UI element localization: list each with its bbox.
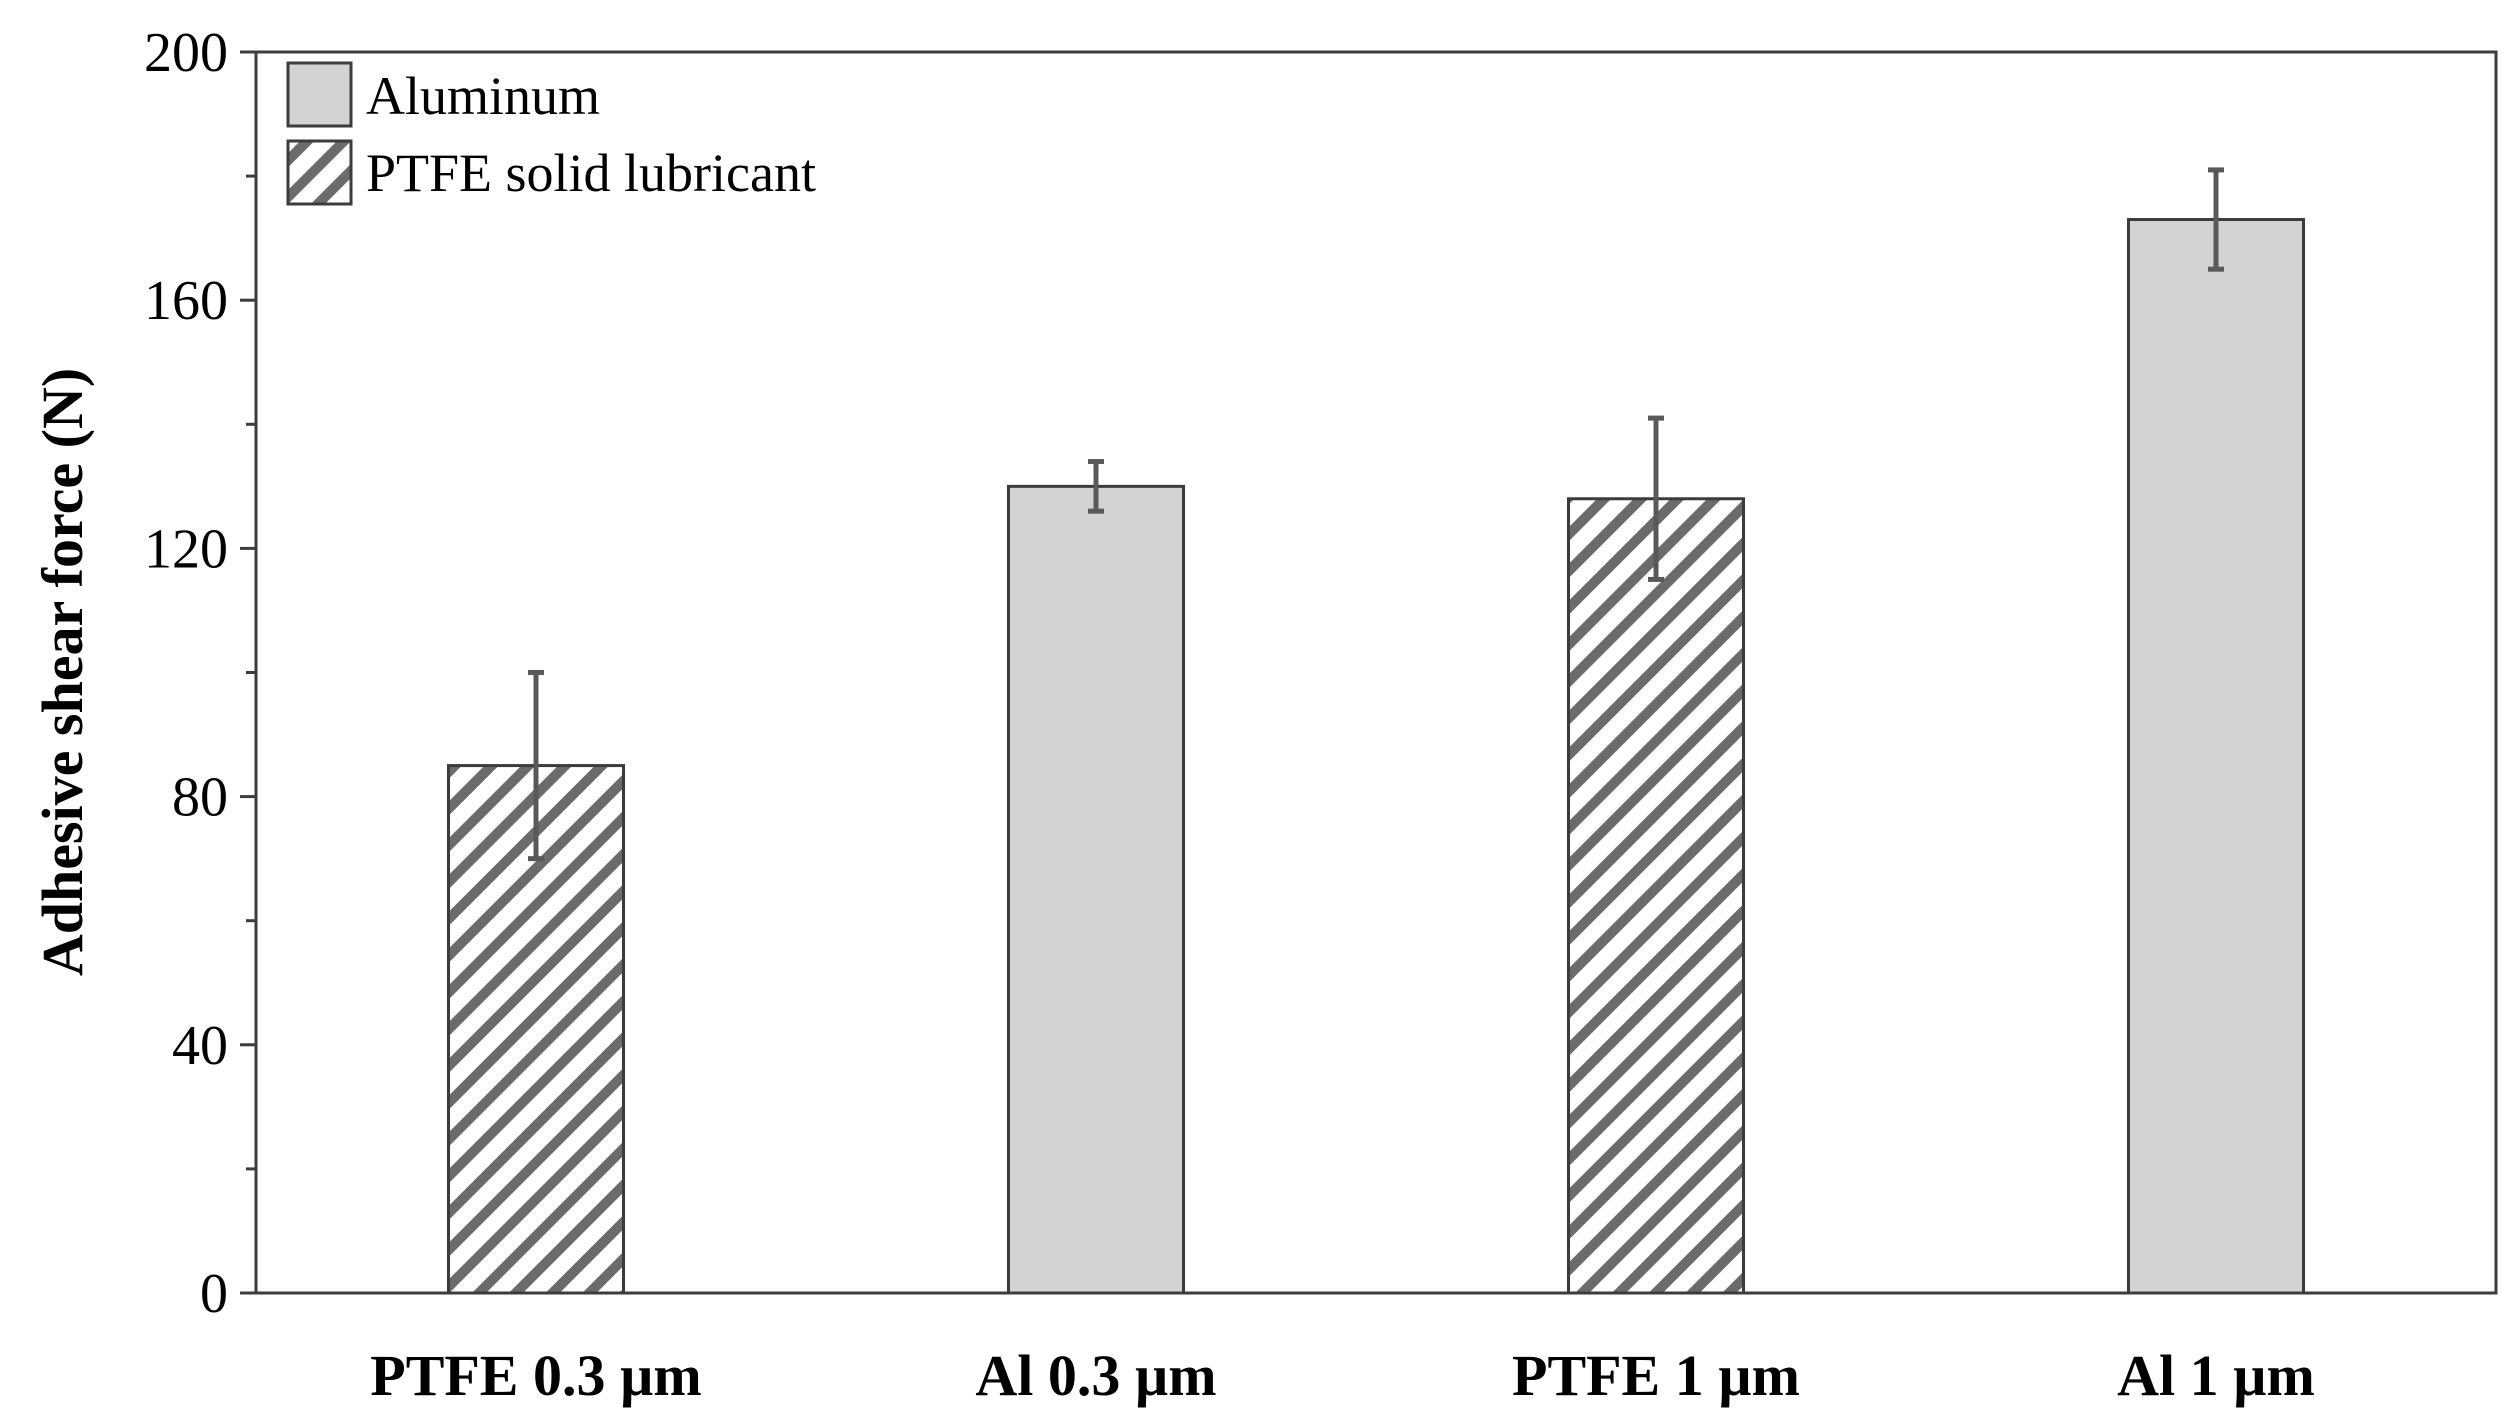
- y-tick-label: 80: [172, 767, 228, 829]
- legend-swatch-ptfe: [286, 139, 353, 206]
- legend-label-ptfe: PTFE solid lubricant: [366, 143, 816, 203]
- legend: Aluminum PTFE solid lubricant: [286, 61, 816, 206]
- x-category-label: Al 1 µm: [2117, 1343, 2315, 1408]
- bars-group: [447, 218, 2305, 1295]
- legend-item-aluminum: Aluminum: [286, 61, 600, 128]
- x-category-label: Al 0.3 µm: [975, 1343, 1216, 1408]
- y-axis: 0 40 80 120 160 200: [144, 22, 256, 1325]
- x-axis-labels: PTFE 0.3 µm Al 0.3 µm PTFE 1 µm Al 1 µm: [370, 1343, 2315, 1408]
- y-tick-label: 0: [200, 1263, 228, 1325]
- y-tick-label: 120: [144, 518, 228, 580]
- x-category-label: PTFE 1 µm: [1512, 1343, 1800, 1408]
- legend-label-aluminum: Aluminum: [366, 66, 600, 126]
- plot-area-frame: [254, 50, 2498, 1295]
- bar-3: [1567, 497, 1745, 1295]
- error-bars-group: [528, 167, 2224, 862]
- bar-2: [1007, 484, 1185, 1295]
- legend-item-ptfe: PTFE solid lubricant: [286, 139, 816, 206]
- bar-4: [2127, 218, 2305, 1295]
- x-category-label: PTFE 0.3 µm: [370, 1343, 701, 1408]
- y-axis-title: Adhesive shear force (N): [30, 368, 95, 976]
- legend-swatch-aluminum: [286, 61, 353, 128]
- y-tick-label: 40: [172, 1015, 228, 1077]
- y-tick-label: 200: [144, 22, 228, 84]
- y-tick-label: 160: [144, 270, 228, 332]
